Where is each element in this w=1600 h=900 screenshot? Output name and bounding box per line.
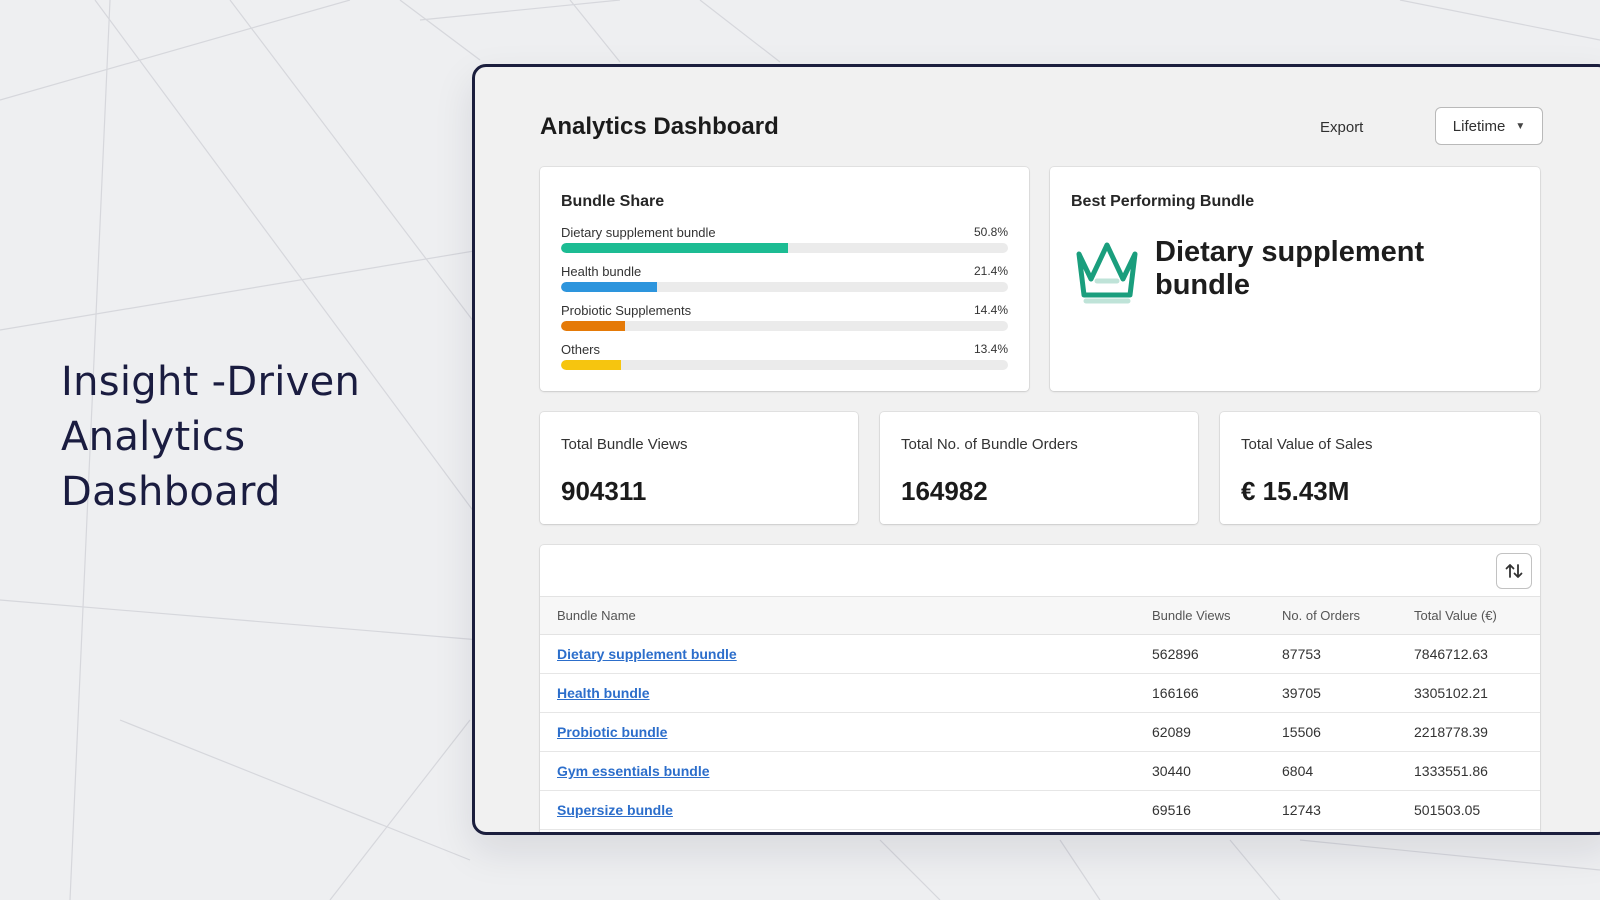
orders-cell: 87753 (1265, 634, 1397, 674)
bundle-link[interactable]: Probiotic bundle (557, 724, 668, 740)
bundle-share-row: Dietary supplement bundle 50.8% (561, 222, 1008, 261)
hero-title-line: Insight -Driven (61, 359, 361, 405)
stat-value: 904311 (561, 476, 647, 506)
device-frame: Analytics Dashboard Export Lifetime ▼ Bu… (472, 64, 1600, 835)
orders-cell: 6804 (1265, 751, 1397, 791)
page-title: Analytics Dashboard (540, 113, 779, 140)
bundles-table-card: Bundle Name Bundle Views No. of Orders T… (540, 545, 1540, 832)
stat-card-views: Total Bundle Views 904311 (540, 412, 858, 524)
total-value-cell: 501503.05 (1397, 790, 1540, 830)
bundle-share-card: Bundle Share Dietary supplement bundle 50… (540, 167, 1029, 391)
date-range-value: Lifetime (1452, 117, 1506, 135)
table-body: Dietary supplement bundle 562896 87753 7846… (540, 634, 1540, 830)
bundle-name-cell: Dietary supplement bundle (540, 634, 1135, 674)
bundle-name-cell: Gym essentials bundle (540, 751, 1135, 791)
bundle-views-cell: 30440 (1135, 751, 1265, 791)
table-row: Dietary supplement bundle 562896 87753 7846… (540, 634, 1540, 674)
stat-value: 164982 (901, 476, 988, 506)
card-title: Best Performing Bundle (1071, 193, 1255, 210)
progress-track (561, 360, 1008, 370)
caret-down-icon: ▼ (1515, 120, 1526, 132)
bundle-share-label: Others (561, 342, 601, 357)
progress-track (561, 321, 1008, 331)
bundle-views-cell: 62089 (1135, 712, 1265, 752)
progress-fill (561, 360, 621, 370)
bundle-share-list: Dietary supplement bundle 50.8% Health bun… (561, 222, 1008, 378)
bundle-link[interactable]: Dietary supplement bundle (557, 646, 737, 662)
column-header-bundle-name[interactable]: Bundle Name (540, 596, 1135, 635)
table-row: Supersize bundle 69516 12743 501503.05 (540, 790, 1540, 830)
progress-fill (561, 243, 789, 253)
stat-value: € 15.43M (1241, 476, 1350, 506)
bundle-share-label: Health bundle (561, 264, 642, 279)
orders-cell: 39705 (1265, 673, 1397, 713)
bundle-views-cell: 562896 (1135, 634, 1265, 674)
bundle-share-percent: 13.4% (973, 342, 1008, 356)
date-range-select[interactable]: Lifetime ▼ (1435, 107, 1543, 145)
column-header-bundle-views[interactable]: Bundle Views (1135, 596, 1265, 635)
progress-fill (561, 321, 626, 331)
export-button[interactable]: Export (1320, 119, 1364, 136)
bundle-link[interactable]: Health bundle (557, 685, 650, 701)
bundles-table: Bundle Name Bundle Views No. of Orders T… (540, 596, 1540, 830)
bundle-name-cell: Health bundle (540, 673, 1135, 713)
total-value-cell: 2218778.39 (1397, 712, 1540, 752)
best-bundle-card: Best Performing Bundle Dietary supplemen… (1050, 167, 1540, 391)
total-value-cell: 1333551.86 (1397, 751, 1540, 791)
bundle-views-cell: 166166 (1135, 673, 1265, 713)
hero-title-line: Analytics (61, 414, 246, 460)
stat-card-sales: Total Value of Sales € 15.43M (1220, 412, 1540, 524)
stat-label: Total No. of Bundle Orders (901, 436, 1078, 453)
bundle-share-row: Others 13.4% (561, 339, 1008, 378)
progress-fill (561, 282, 657, 292)
orders-cell: 12743 (1265, 790, 1397, 830)
bundle-share-label: Probiotic Supplements (561, 303, 692, 318)
total-value-cell: 3305102.21 (1397, 673, 1540, 713)
sort-arrows-icon (1505, 564, 1523, 578)
bundle-share-percent: 21.4% (973, 264, 1008, 278)
bundle-share-row: Health bundle 21.4% (561, 261, 1008, 300)
total-value-cell: 7846712.63 (1397, 634, 1540, 674)
orders-cell: 15506 (1265, 712, 1397, 752)
hero-title-line: Dashboard (61, 469, 281, 515)
crown-icon (1076, 242, 1138, 304)
bundle-link[interactable]: Gym essentials bundle (557, 763, 710, 779)
bundle-share-label: Dietary supplement bundle (561, 225, 716, 240)
stat-card-orders: Total No. of Bundle Orders 164982 (880, 412, 1198, 524)
table-row: Health bundle 166166 39705 3305102.21 (540, 673, 1540, 713)
hero-title: Insight -Driven Analytics Dashboard (61, 355, 421, 520)
bundle-views-cell: 69516 (1135, 790, 1265, 830)
best-bundle-name: Dietary supplement bundle (1155, 236, 1425, 301)
bundle-name-cell: Supersize bundle (540, 790, 1135, 830)
table-header-row: Bundle Name Bundle Views No. of Orders T… (540, 596, 1540, 635)
card-title: Bundle Share (561, 193, 665, 210)
bundle-link[interactable]: Supersize bundle (557, 802, 673, 818)
bundle-share-percent: 50.8% (973, 225, 1008, 239)
stat-label: Total Value of Sales (1241, 436, 1373, 453)
table-row: Probiotic bundle 62089 15506 2218778.39 (540, 712, 1540, 752)
progress-track (561, 282, 1008, 292)
bundle-name-cell: Probiotic bundle (540, 712, 1135, 752)
table-row: Gym essentials bundle 30440 6804 1333551.86 (540, 751, 1540, 791)
stat-label: Total Bundle Views (561, 436, 688, 453)
column-header-total-value[interactable]: Total Value (€) (1397, 596, 1540, 635)
bundle-share-row: Probiotic Supplements 14.4% (561, 300, 1008, 339)
progress-track (561, 243, 1008, 253)
sort-button[interactable] (1496, 553, 1532, 589)
dashboard-header: Analytics Dashboard Export Lifetime ▼ (540, 107, 1543, 147)
column-header-orders[interactable]: No. of Orders (1265, 596, 1397, 635)
bundle-share-percent: 14.4% (973, 303, 1008, 317)
